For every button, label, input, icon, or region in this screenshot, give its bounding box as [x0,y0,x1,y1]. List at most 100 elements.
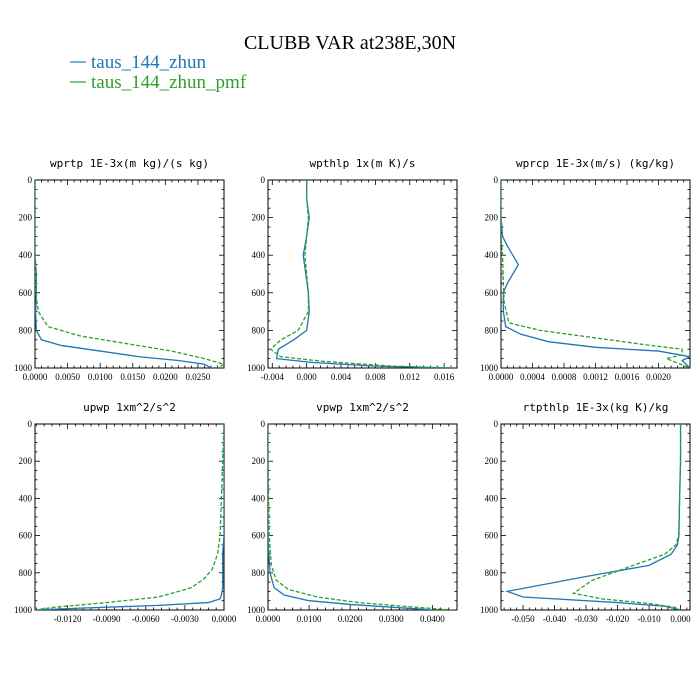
x-tick-label: -0.050 [511,614,535,624]
x-tick-label: 0.0012 [583,372,608,382]
x-tick-label: 0.0250 [186,372,211,382]
y-tick-label: 200 [252,213,266,223]
x-tick-label: 0.016 [434,372,455,382]
panel-4: upwp 1xm^2/s^2 0 200 400 600 800 1000 -0.0120 -0… [14,401,237,624]
x-tick-label: -0.0090 [93,614,121,624]
plot-frame [267,179,458,369]
series-line-2 [269,180,453,368]
series-line-1 [35,180,212,368]
y-tick-label: 200 [252,456,266,466]
y-tick-label: 200 [19,456,33,466]
legend-label-series1: taus_144_zhun [91,52,207,73]
series-line-1 [504,424,682,610]
y-tick-label: 600 [19,531,33,541]
series-line-1 [275,180,453,368]
y-tick-label: 400 [485,493,499,503]
y-tick-label: 400 [252,493,266,503]
y-tick-label: 200 [19,213,33,223]
x-tick-label: 0.0016 [615,372,640,382]
plot-frame [500,179,691,369]
y-tick-label: 0 [261,175,266,185]
x-tick-label: 0.012 [400,372,420,382]
panel-title: wprcp 1E-3x(m/s) (kg/kg) [516,157,675,170]
x-tick-label: 0.0200 [153,372,178,382]
x-tick-label: -0.030 [574,614,598,624]
y-tick-label: 800 [485,325,499,335]
y-tick-label: 400 [485,250,499,260]
panel-2: wpthlp 1x(m K)/s 0 200 400 600 800 1000-0.004 0… [247,157,458,382]
panels-group: wprtp 1E-3x(m kg)/(s kg) 0 200 400 600 800 100… [14,157,691,624]
y-tick-label: 1000 [247,363,266,373]
legend: taus_144_zhun taus_144_zhun_pmf [70,52,247,93]
series-line-1 [268,424,433,610]
x-tick-label: -0.020 [606,614,630,624]
y-tick-label: 800 [485,568,499,578]
x-tick-label: 0.008 [365,372,386,382]
y-tick-label: 600 [252,288,266,298]
x-tick-label: 0.0000 [489,372,514,382]
y-tick-label: 800 [252,568,266,578]
y-tick-label: 800 [19,325,33,335]
x-tick-label: 0.0008 [552,372,577,382]
x-tick-label: -0.040 [543,614,567,624]
panel-6: rtpthlp 1E-3x(kg K)/kg 0 200 400 600 800 1000 -… [480,401,691,624]
plot-frame [34,423,225,611]
y-tick-label: 600 [485,288,499,298]
x-tick-label: 0.0200 [338,614,363,624]
panel-title: wprtp 1E-3x(m kg)/(s kg) [50,157,209,170]
x-tick-label: 0.0000 [212,614,237,624]
plot-frame [500,423,691,611]
y-tick-label: 1000 [14,363,33,373]
x-tick-label: 0.0000 [23,372,48,382]
legend-label-series2: taus_144_zhun_pmf [91,72,247,93]
y-tick-label: 400 [252,250,266,260]
x-tick-label: -0.0120 [54,614,82,624]
y-tick-label: 200 [485,213,499,223]
x-tick-label: 0.0004 [520,372,545,382]
x-tick-label: -0.004 [261,372,285,382]
y-tick-label: 0 [28,419,33,429]
series-line-1 [35,424,224,610]
series-line-1 [501,180,690,368]
x-tick-label: 0.0100 [297,614,322,624]
y-tick-label: 1000 [247,605,266,615]
y-tick-label: 600 [485,531,499,541]
x-tick-label: 0.004 [331,372,352,382]
y-tick-label: 1000 [480,605,499,615]
series-line-2 [268,424,453,610]
x-tick-label: 0.0300 [379,614,404,624]
series-line-2 [571,424,682,610]
y-tick-label: 1000 [480,363,499,373]
series-line-2 [35,180,224,368]
series-line-2 [501,180,690,368]
x-tick-label: 0.0050 [55,372,80,382]
panel-title: wpthlp 1x(m K)/s [310,157,416,170]
series-line-2 [35,424,224,610]
panel-title: vpwp 1xm^2/s^2 [316,401,409,414]
y-tick-label: 800 [252,325,266,335]
x-tick-label: -0.010 [637,614,661,624]
x-tick-label: 0.000 [297,372,318,382]
y-tick-label: 400 [19,493,33,503]
y-tick-label: 600 [19,288,33,298]
y-tick-label: 1000 [14,605,33,615]
x-tick-label: 0.0100 [88,372,113,382]
y-tick-label: 0 [494,419,499,429]
panel-title: rtpthlp 1E-3x(kg K)/kg [523,401,669,414]
y-tick-label: 0 [494,175,499,185]
x-tick-label: -0.0030 [171,614,199,624]
x-tick-label: 0.000 [670,614,691,624]
x-tick-label: 0.0000 [256,614,281,624]
plot-frame [34,179,225,369]
y-tick-label: 0 [261,419,266,429]
x-tick-label: 0.0150 [120,372,145,382]
x-tick-label: 0.0400 [420,614,445,624]
y-tick-label: 400 [19,250,33,260]
y-tick-label: 200 [485,456,499,466]
panel-3: wprcp 1E-3x(m/s) (kg/kg) 0 200 400 600 800 100… [480,157,691,382]
x-tick-label: 0.0020 [646,372,671,382]
panel-title: upwp 1xm^2/s^2 [83,401,176,414]
plot-frame [267,423,458,611]
